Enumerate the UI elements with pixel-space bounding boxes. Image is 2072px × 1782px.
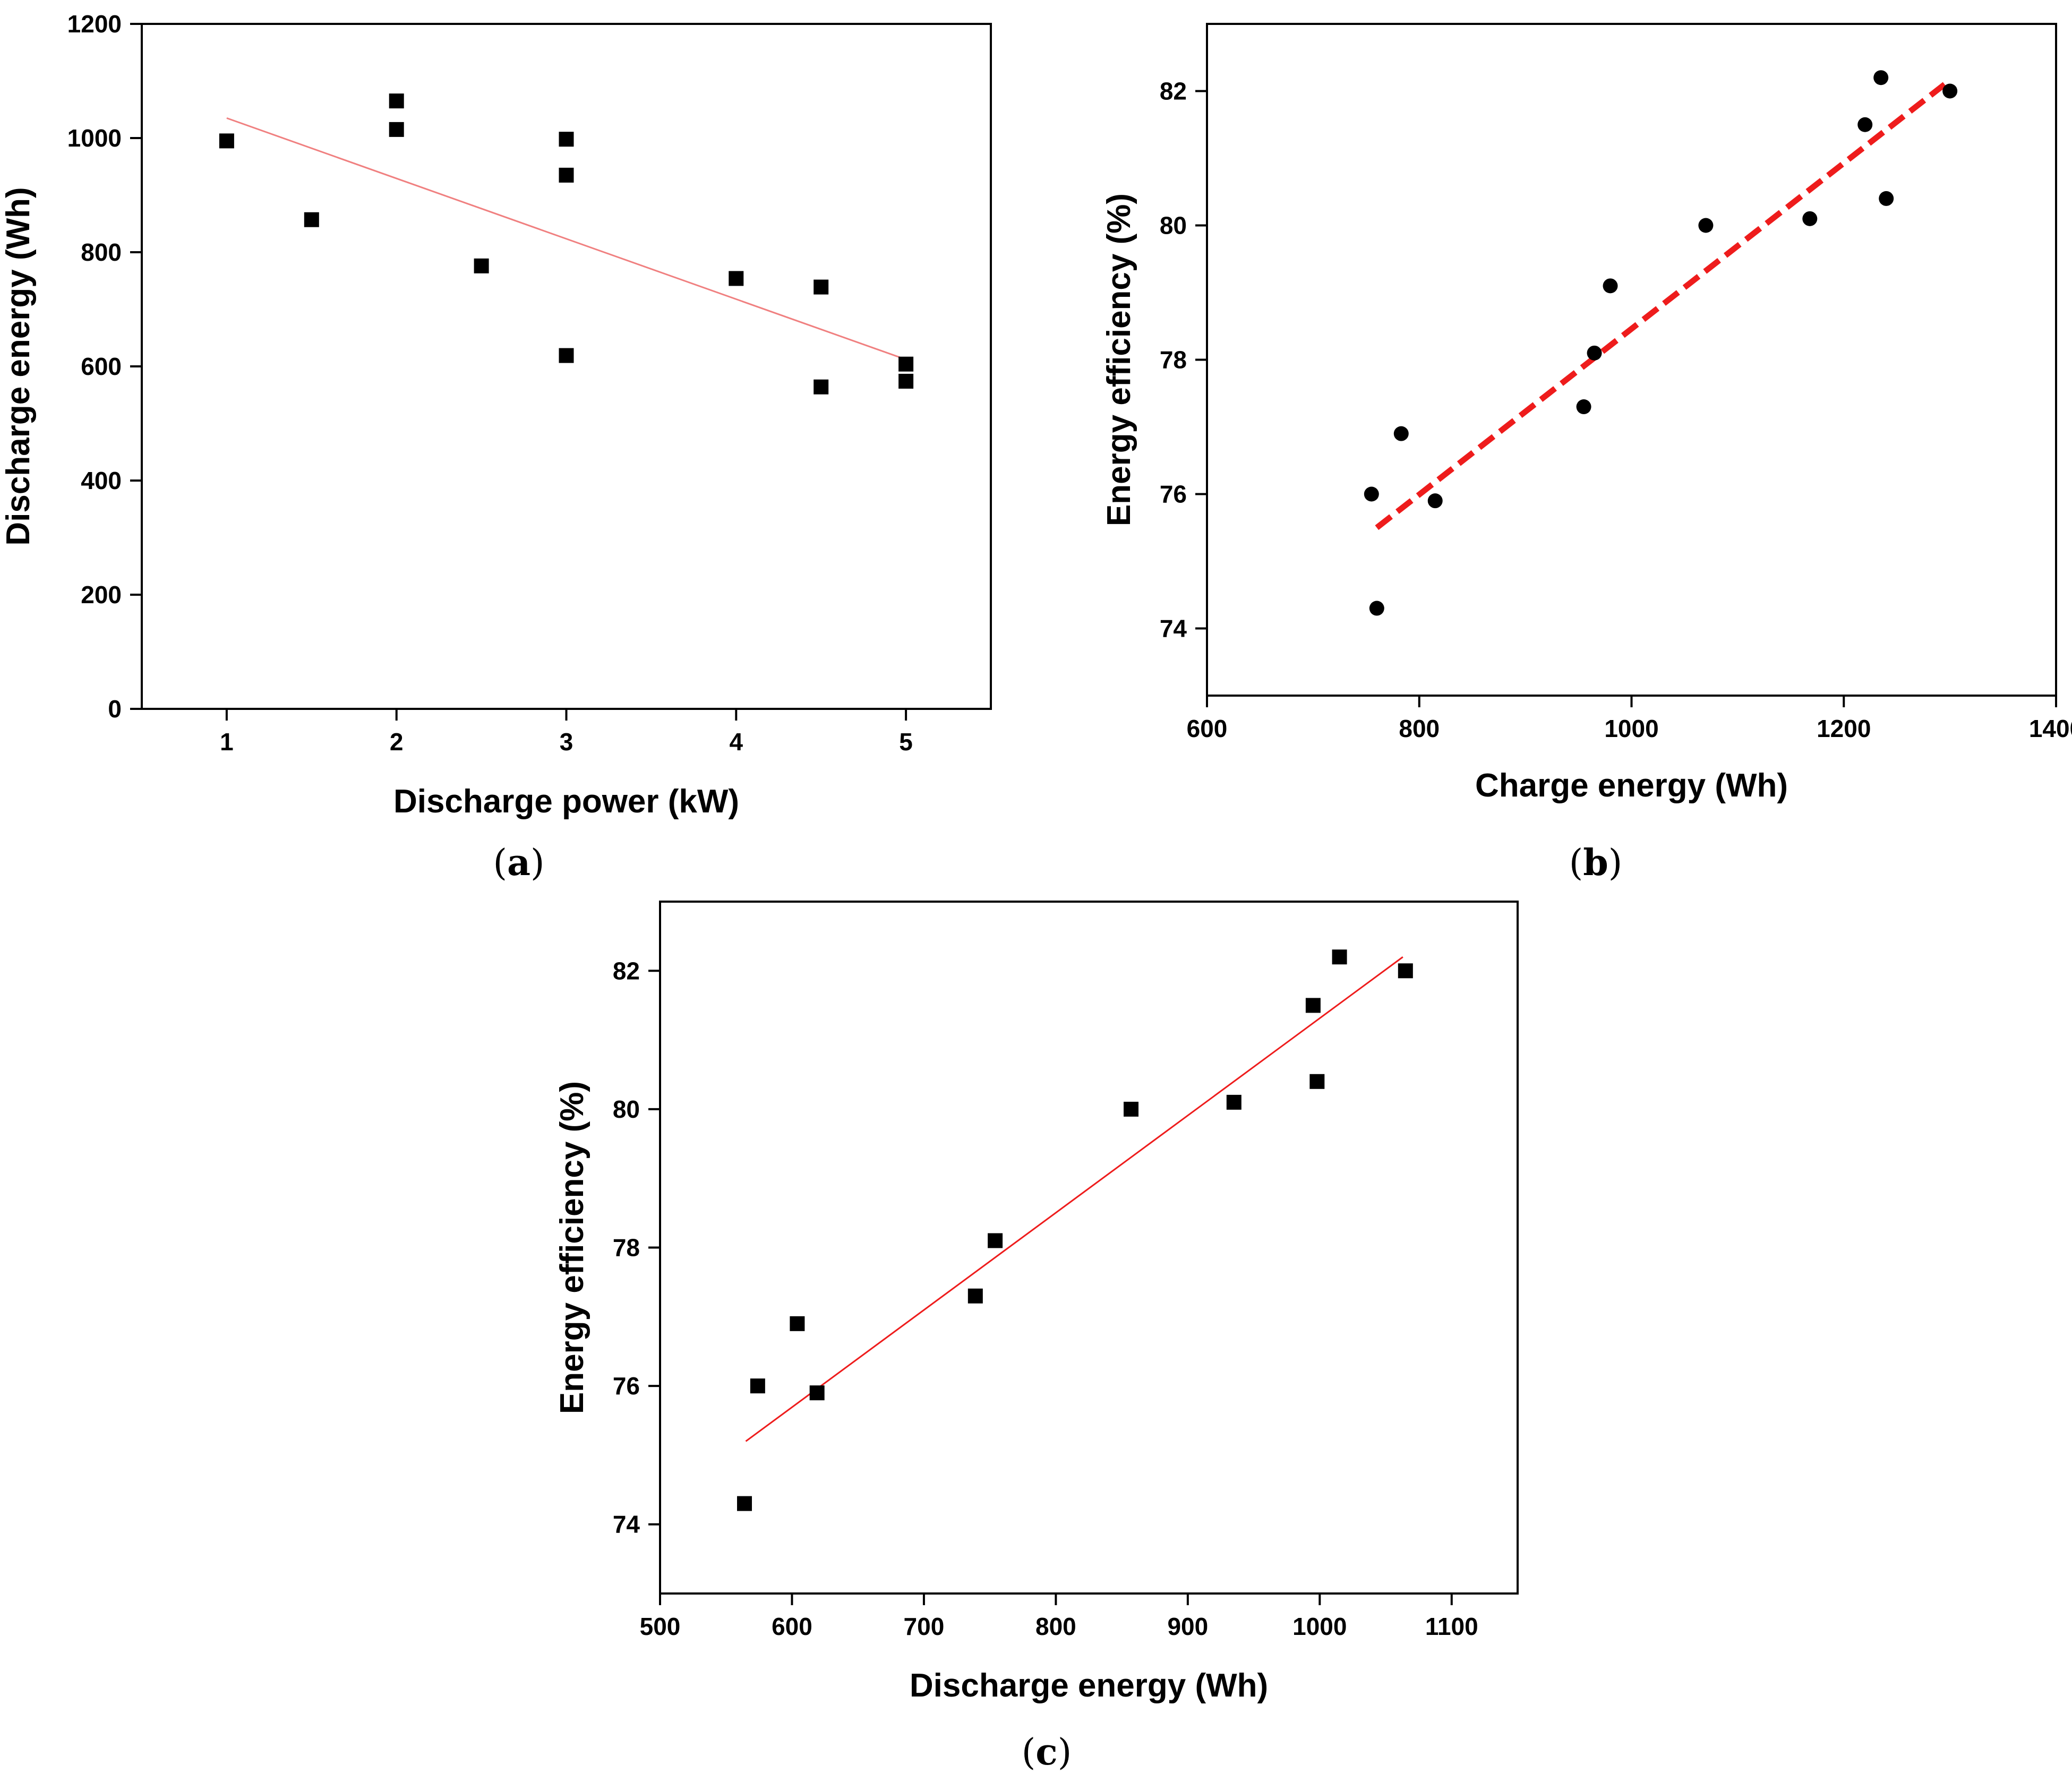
data-point <box>1124 1101 1139 1117</box>
data-point <box>1879 191 1894 206</box>
chart-a: 1 2 3 4 5 0 200 400 600 800 1000 1200 Discharge powe… <box>0 10 992 820</box>
x-tick-label: 600 <box>772 1613 812 1640</box>
data-point <box>1698 218 1714 233</box>
data-point <box>750 1378 765 1394</box>
data-point <box>1603 278 1618 294</box>
plot-frame <box>141 23 992 710</box>
chart-b: 600 800 1000 1200 1400 74 76 78 80 82 Charge energ… <box>1101 23 2072 804</box>
y-tick-label: 74 <box>613 1511 640 1538</box>
data-point <box>814 379 829 395</box>
x-tick-label: 1400 <box>2029 715 2072 742</box>
y-tick-label: 1000 <box>67 124 122 152</box>
y-axis-title: Discharge energy (Wh) <box>0 187 37 545</box>
x-axis-title: Discharge energy (Wh) <box>910 1667 1268 1704</box>
x-axis-title: Charge energy (Wh) <box>1475 767 1788 804</box>
data-point <box>1369 601 1384 616</box>
x-tick-label: 800 <box>1035 1613 1076 1640</box>
y-axis-title: Energy efficiency (%) <box>1101 193 1137 526</box>
data-point <box>304 212 319 227</box>
data-point <box>559 132 574 147</box>
data-point <box>474 258 489 273</box>
y-tick-label: 200 <box>81 581 122 609</box>
plot-frame <box>659 901 1519 1595</box>
data-point <box>1802 211 1818 226</box>
panel-label-a: (a) <box>493 842 544 884</box>
data-point <box>1305 998 1321 1013</box>
y-tick-label: 76 <box>1160 481 1187 508</box>
data-point <box>1587 345 1602 361</box>
data-point <box>898 356 914 372</box>
fit-line <box>226 117 906 361</box>
y-tick-label: 82 <box>1160 78 1187 105</box>
data-point <box>988 1233 1003 1248</box>
data-point <box>1226 1094 1242 1110</box>
data-point <box>737 1496 752 1511</box>
data-point <box>1398 963 1413 979</box>
y-tick-label: 82 <box>613 957 640 984</box>
x-tick-label: 600 <box>1187 715 1228 742</box>
x-axis-title: Discharge power (kW) <box>393 783 739 820</box>
y-tick-label: 800 <box>81 238 122 266</box>
data-point <box>219 133 234 149</box>
y-tick-label: 1200 <box>67 10 122 38</box>
y-tick-label: 80 <box>1160 212 1187 239</box>
data-point <box>1427 493 1443 509</box>
data-point <box>814 279 829 295</box>
chart-c: 500 600 700 800 900 1000 1100 74 76 78 80 82 Dischar… <box>554 901 1519 1704</box>
x-tick-label: 800 <box>1399 715 1440 742</box>
x-tick-label: 1000 <box>1604 715 1658 742</box>
x-tick-label: 1100 <box>1425 1613 1478 1640</box>
fit-line <box>1375 82 1947 530</box>
x-tick-label: 3 <box>560 728 573 756</box>
data-point <box>790 1316 805 1331</box>
fit-line <box>745 956 1403 1442</box>
data-point <box>1942 83 1958 99</box>
x-tick-label: 500 <box>640 1613 681 1640</box>
y-tick-label: 76 <box>613 1372 640 1400</box>
y-tick-label: 78 <box>1160 346 1187 374</box>
x-tick-label: 1 <box>220 728 234 756</box>
x-tick-label: 1200 <box>1817 715 1871 742</box>
y-tick-label: 600 <box>81 353 122 380</box>
data-point <box>389 122 404 137</box>
y-tick-label: 80 <box>613 1095 640 1123</box>
x-tick-label: 700 <box>904 1613 945 1640</box>
data-point <box>559 348 574 363</box>
x-tick-label: 4 <box>730 728 743 756</box>
data-point <box>967 1288 983 1304</box>
data-point <box>898 373 914 389</box>
y-axis-title: Energy efficiency (%) <box>554 1081 590 1414</box>
data-point <box>729 271 744 286</box>
data-point <box>389 93 404 109</box>
data-point <box>1873 70 1889 85</box>
data-point <box>1857 117 1873 132</box>
y-tick-label: 78 <box>613 1234 640 1262</box>
panel-label-c: (c) <box>1022 1731 1072 1774</box>
y-tick-label: 400 <box>81 467 122 494</box>
data-point <box>559 167 574 183</box>
data-point <box>1393 426 1409 441</box>
data-point <box>1576 399 1591 415</box>
x-tick-label: 1000 <box>1292 1613 1347 1640</box>
x-tick-label: 2 <box>390 728 404 756</box>
x-tick-label: 900 <box>1167 1613 1208 1640</box>
panel-label-b: (b) <box>1569 842 1623 884</box>
plot-frame <box>1206 23 2057 697</box>
y-tick-label: 74 <box>1160 615 1187 642</box>
y-tick-label: 0 <box>108 695 122 723</box>
data-point <box>809 1385 825 1401</box>
data-point <box>1332 949 1347 965</box>
data-point <box>1364 486 1379 502</box>
x-tick-label: 5 <box>899 728 913 756</box>
data-point <box>1309 1074 1325 1089</box>
